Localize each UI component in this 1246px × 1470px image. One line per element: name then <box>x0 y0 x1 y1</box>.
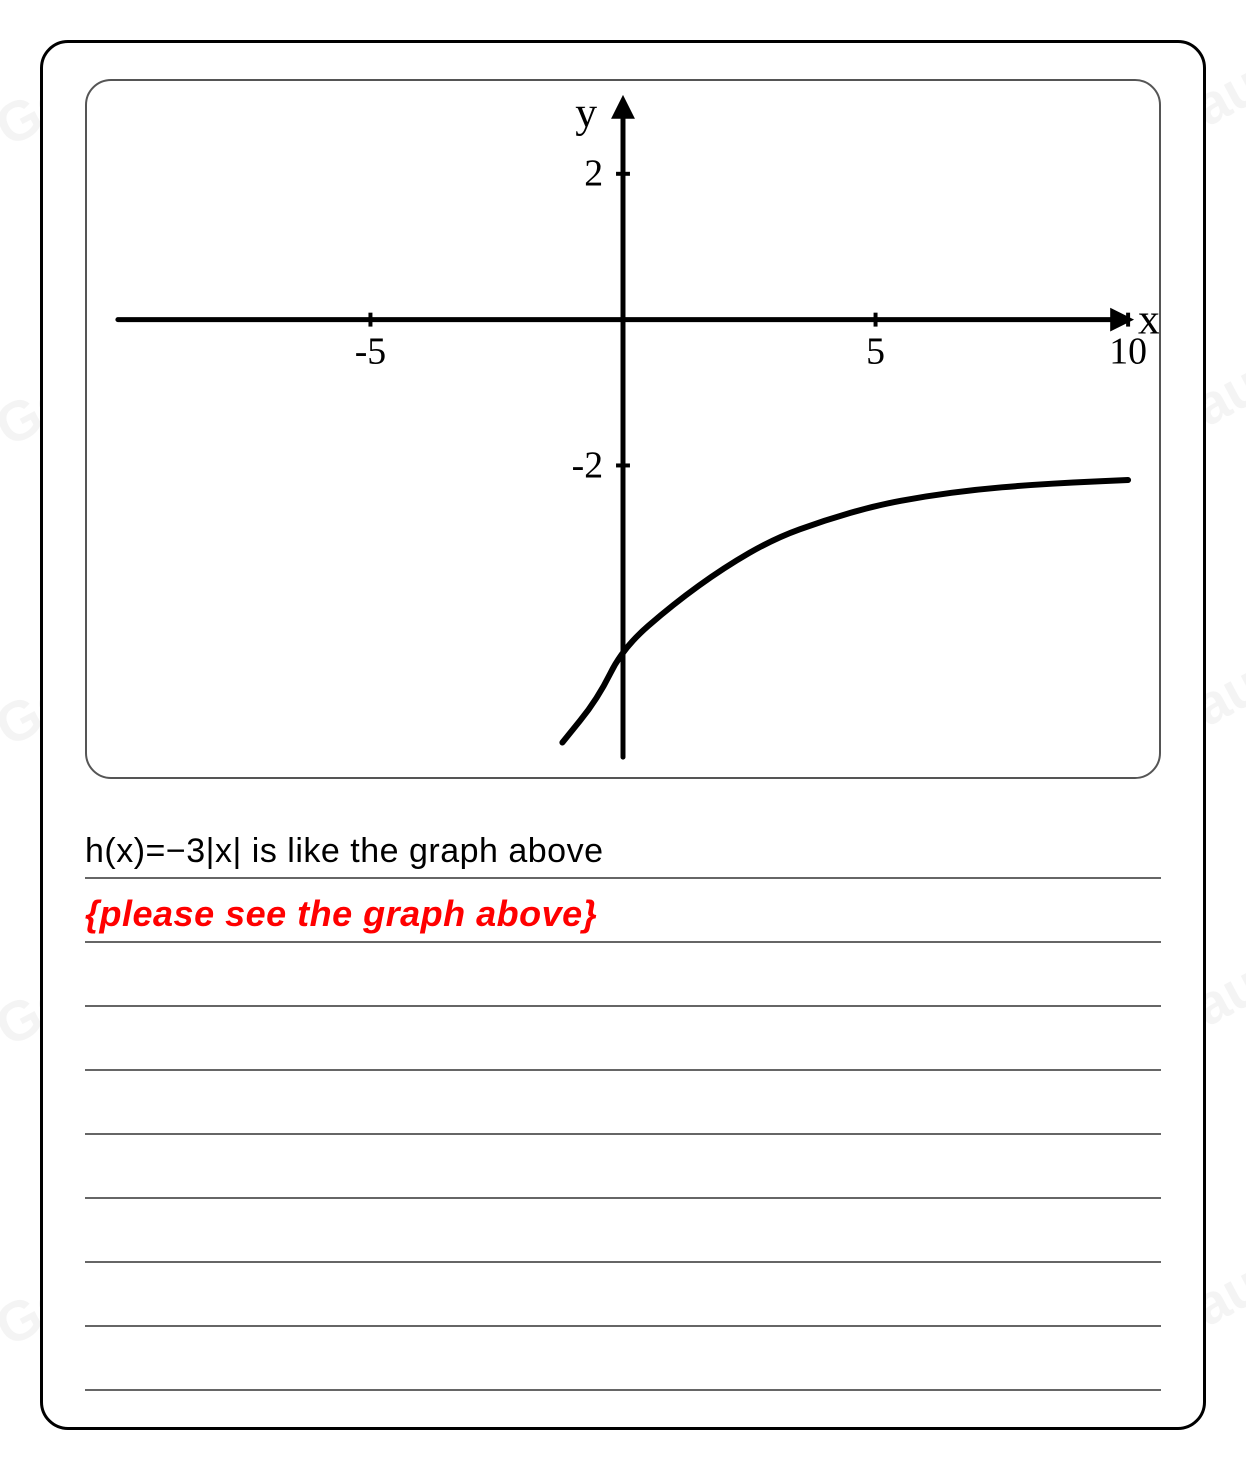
text-line-empty <box>85 1327 1161 1391</box>
graph-svg: -55102-2xy <box>87 81 1159 777</box>
svg-text:5: 5 <box>866 330 885 372</box>
text-line-2: {please see the graph above} <box>85 879 1161 943</box>
graph-panel: -55102-2xy <box>85 79 1161 779</box>
axes-group <box>118 95 1134 757</box>
text-line-empty <box>85 943 1161 1007</box>
labels-group: -55102-2xy <box>355 89 1159 487</box>
text-line-empty <box>85 1199 1161 1263</box>
text-line-empty <box>85 1135 1161 1199</box>
svg-text:-2: -2 <box>572 444 603 486</box>
notebook-lines: h(x)=−3|x| is like the graph above {plea… <box>85 815 1161 1391</box>
text-line-empty <box>85 1007 1161 1071</box>
svg-text:2: 2 <box>584 153 603 195</box>
worksheet-card: -55102-2xy h(x)=−3|x| is like the graph … <box>40 40 1206 1430</box>
svg-text:-5: -5 <box>355 330 386 372</box>
text-line-empty <box>85 1263 1161 1327</box>
curve-group <box>562 480 1128 742</box>
line1-text: h(x)=−3|x| is like the graph above <box>85 832 604 871</box>
svg-text:x: x <box>1138 296 1159 344</box>
line2-text: {please see the graph above} <box>85 893 597 935</box>
text-line-1: h(x)=−3|x| is like the graph above <box>85 815 1161 879</box>
svg-text:y: y <box>575 89 597 137</box>
text-line-empty <box>85 1071 1161 1135</box>
